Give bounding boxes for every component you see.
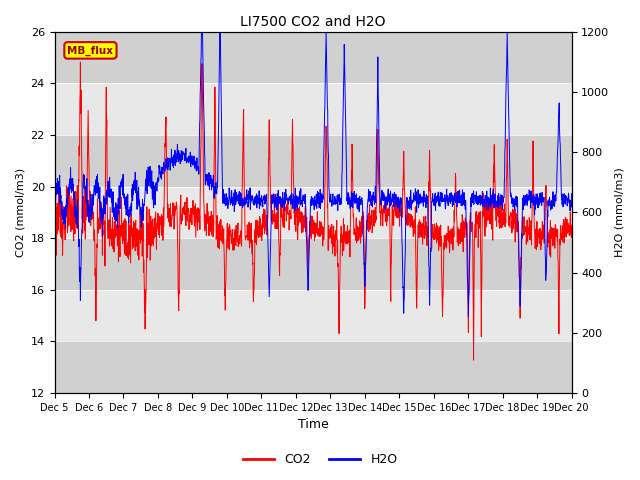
Bar	[54, 238, 572, 290]
Bar	[54, 83, 572, 135]
Y-axis label: CO2 (mmol/m3): CO2 (mmol/m3)	[15, 168, 25, 257]
Title: LI7500 CO2 and H2O: LI7500 CO2 and H2O	[240, 15, 386, 29]
Bar	[54, 135, 572, 187]
Bar	[54, 290, 572, 341]
Bar	[54, 187, 572, 238]
Text: MB_flux: MB_flux	[67, 45, 113, 56]
Bar	[54, 341, 572, 393]
Bar	[54, 32, 572, 83]
Y-axis label: H2O (mmol/m3): H2O (mmol/m3)	[615, 168, 625, 257]
Legend: CO2, H2O: CO2, H2O	[237, 448, 403, 471]
X-axis label: Time: Time	[298, 419, 328, 432]
